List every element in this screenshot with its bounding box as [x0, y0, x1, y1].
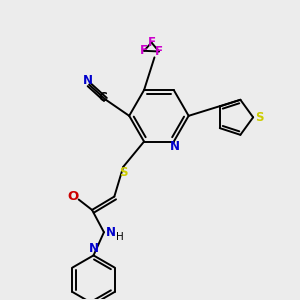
Text: N: N: [106, 226, 116, 239]
Text: F: F: [140, 44, 148, 57]
Text: N: N: [82, 74, 93, 87]
Text: O: O: [68, 190, 79, 203]
Text: H: H: [116, 232, 124, 242]
Text: N: N: [88, 242, 98, 255]
Text: S: S: [255, 111, 263, 124]
Text: C: C: [99, 91, 107, 103]
Text: N: N: [170, 140, 180, 153]
Text: S: S: [119, 166, 128, 179]
Text: F: F: [155, 45, 163, 58]
Text: F: F: [148, 36, 155, 49]
